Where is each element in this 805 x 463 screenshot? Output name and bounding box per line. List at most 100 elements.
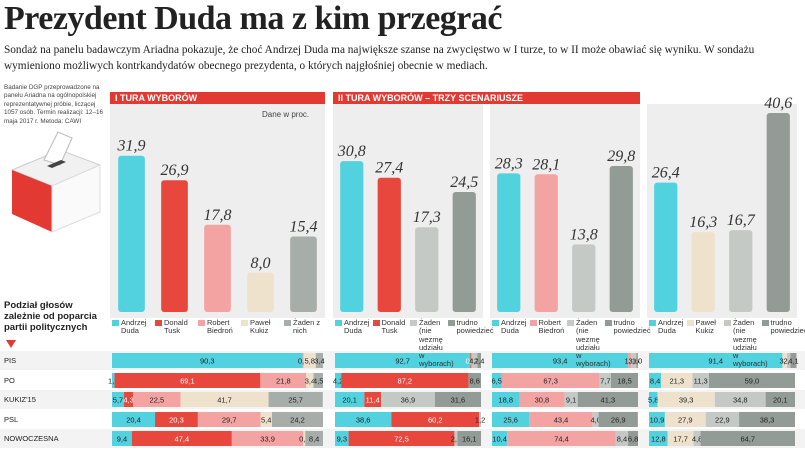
segment-label: 21,3: [670, 377, 685, 386]
segment: [661, 373, 693, 388]
legend-swatch: [761, 320, 769, 326]
segment: [782, 353, 787, 368]
segment: [700, 431, 795, 446]
value-label: 24,5: [450, 174, 478, 191]
segment-label: 9,4: [117, 435, 127, 444]
segment-label: 8,4: [309, 435, 319, 444]
segment: [631, 353, 637, 368]
legend-swatch: [335, 320, 342, 326]
segment-label: 10,4: [492, 435, 507, 444]
segment: [470, 353, 472, 368]
segment-label: 22,9: [715, 416, 730, 425]
segment-label: 25,7: [288, 396, 303, 405]
segment: [577, 392, 638, 407]
segment-label: 4,3: [123, 396, 133, 405]
segment-label: 38,6: [356, 416, 371, 425]
bar: [452, 191, 476, 312]
bar: [247, 272, 274, 312]
bar: [609, 165, 633, 312]
segment: [599, 373, 611, 388]
bar: [415, 227, 439, 312]
legend-swatch: [112, 320, 119, 326]
value-label: 17,8: [204, 207, 232, 224]
segment-label: 3,1: [779, 357, 789, 366]
segment-label: 90,3: [200, 357, 215, 366]
segment: [598, 412, 638, 427]
segment: [341, 373, 469, 388]
round1-header: I TURA WYBORÓW: [110, 92, 325, 104]
value-label: 13,8: [570, 226, 598, 243]
segment: [786, 353, 791, 368]
segment-label: 3,6: [629, 357, 639, 366]
value-label: 30,8: [337, 143, 366, 160]
legend-label: Robert Biedroń: [538, 318, 565, 336]
bar: [534, 174, 558, 312]
segment-label: 1,2: [108, 377, 118, 386]
segment-label: 6,8: [628, 435, 638, 444]
segment-label: 0,9: [299, 435, 309, 444]
party-label: PSL: [4, 415, 19, 424]
bar: [691, 232, 715, 312]
legend-swatch: [492, 320, 499, 326]
segment-label: 93,4: [553, 357, 568, 366]
segment-label: 34,8: [733, 396, 748, 405]
legend-label: Andrzej Duda: [121, 318, 147, 336]
segment-label: 91,4: [708, 357, 723, 366]
arrow: [6, 340, 16, 348]
segment-label: 72,5: [394, 435, 409, 444]
segment: [180, 392, 269, 407]
segment-label: 16,1: [462, 435, 477, 444]
value-label: 8,0: [251, 255, 271, 272]
segment: [708, 373, 795, 388]
segment-label: 9,1: [566, 396, 576, 405]
bar: [377, 177, 401, 312]
segment-label: 17,7: [673, 435, 688, 444]
segment: [305, 431, 323, 446]
segment-label: 67,3: [543, 377, 558, 386]
title: Prezydent Duda ma z kim przegrać: [4, 0, 502, 37]
segment: [649, 412, 665, 427]
segment: [155, 412, 198, 427]
segment: [315, 353, 323, 368]
segment-label: 3,4: [305, 377, 315, 386]
segment: [391, 412, 480, 427]
legend-label: Żaden (nie wezmę udziału w wyborach): [733, 318, 768, 369]
segment: [112, 412, 156, 427]
segment-label: 7,7: [600, 377, 610, 386]
legend-label: Andrzej Duda: [344, 318, 370, 336]
segment-label: 12,8: [651, 435, 666, 444]
segment: [313, 373, 323, 388]
bar: [118, 155, 145, 312]
legend-label: Paweł Kukiz: [695, 318, 716, 336]
segment: [131, 431, 232, 446]
segment-label: 5,7: [113, 396, 123, 405]
segment: [667, 431, 694, 446]
segment: [271, 412, 323, 427]
segment-label: 24,2: [290, 416, 305, 425]
segment: [197, 412, 261, 427]
segment: [657, 392, 715, 407]
segment: [649, 392, 658, 407]
value-label: 29,8: [607, 148, 635, 165]
segment-label: 43,4: [554, 416, 569, 425]
segment: [335, 373, 342, 388]
segment-label: 87,2: [397, 377, 412, 386]
segment-label: 25,6: [503, 416, 518, 425]
segment-label: 69,1: [180, 377, 195, 386]
legend-swatch: [410, 320, 417, 326]
party-label: NOWOCZESNA: [4, 434, 59, 443]
segment: [705, 412, 740, 427]
legend-swatch: [604, 320, 612, 326]
bar: [572, 244, 596, 312]
segment-label: 2,4: [784, 357, 794, 366]
segment: [454, 431, 458, 446]
value-label: 15,4: [290, 219, 318, 236]
legend-swatch: [284, 320, 291, 326]
segment-label: 4,8: [692, 435, 702, 444]
segment-label: 33,9: [260, 435, 275, 444]
legend-label: trudno powiedzieć: [613, 318, 651, 336]
party-label: KUKIZ'15: [4, 395, 36, 404]
segment: [112, 392, 125, 407]
bar: [766, 113, 790, 312]
